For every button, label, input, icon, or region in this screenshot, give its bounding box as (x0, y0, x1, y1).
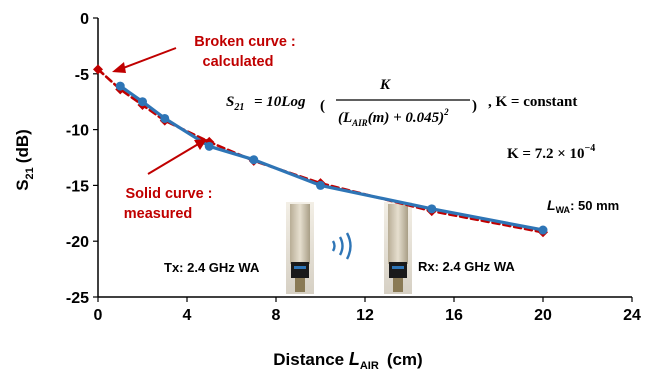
annotation-arrows (112, 47, 207, 175)
svg-text:= 10Log: = 10Log (254, 94, 306, 110)
y-tick-group: 0 -5 -10 -15 -20 -25 (66, 11, 98, 307)
rx-label: Rx: 2.4 GHz WA (418, 259, 515, 274)
x-axis-title: Distance LAIR (cm) (273, 349, 422, 372)
x-tick-label: 24 (623, 307, 641, 324)
y-axis-title: S21(dB) (13, 129, 36, 191)
measured-data-point (204, 141, 214, 151)
broken-curve-label: Broken curve : (194, 34, 296, 50)
svg-text:S21: S21 (226, 94, 244, 113)
broken-curve-arrowhead (112, 62, 126, 73)
measured-data-point (249, 155, 259, 165)
svg-text:, K = constant: , K = constant (488, 94, 577, 110)
y-tick-label: -10 (66, 123, 89, 140)
measured-data-point (115, 81, 125, 91)
tx-antenna-body (290, 204, 310, 264)
solid-curve-arrow (147, 142, 201, 175)
x-tick-label: 20 (534, 307, 552, 324)
y-tick-label: -15 (66, 178, 89, 195)
series-layer (93, 64, 548, 238)
measured-data-point (138, 97, 147, 107)
measured-series-line (118, 84, 545, 232)
svg-text:(LAIR(m) + 0.045)2: (LAIR(m) + 0.045)2 (338, 107, 449, 128)
y-tick-label: -25 (66, 290, 89, 307)
x-tick-label: 0 (94, 307, 103, 324)
x-tick-label: 16 (445, 307, 463, 324)
calculated-label: calculated (203, 54, 274, 70)
y-tick-label: 0 (80, 11, 89, 28)
svg-text:K: K (379, 77, 391, 93)
calculated-data-point (93, 64, 103, 75)
measured-data-point (538, 225, 548, 235)
s21-formula: S21 = 10Log ( K (LAIR(m) + 0.045)2 ) , K… (226, 77, 577, 128)
wireless-wave-icon (331, 232, 352, 260)
rx-antenna-photo (384, 202, 412, 294)
svg-text:): ) (472, 98, 477, 114)
svg-text:(: ( (320, 98, 325, 114)
x-tick-group: 0 4 8 12 16 20 24 (94, 297, 641, 324)
y-tick-label: -20 (66, 234, 89, 251)
x-tick-label: 8 (272, 307, 281, 324)
k-value-label: K = 7.2 × 10−4 (507, 143, 595, 162)
x-tick-label: 12 (356, 307, 374, 324)
tx-label: Tx: 2.4 GHz WA (164, 260, 260, 275)
measured-data-point (160, 113, 170, 123)
measured-label: measured (124, 206, 193, 222)
tx-antenna-photo (286, 202, 314, 294)
broken-curve-arrow (117, 47, 177, 71)
rx-antenna-connector (389, 262, 407, 278)
measured-data-point (316, 180, 325, 190)
x-tick-label: 4 (183, 307, 192, 324)
rx-antenna-body (388, 204, 408, 264)
tx-antenna-connector (291, 262, 309, 278)
measured-data-point (427, 204, 437, 214)
solid-curve-arrowhead (194, 139, 207, 150)
solid-curve-label: Solid curve : (125, 186, 212, 202)
lwa-label: LWA: 50 mm (547, 197, 619, 215)
y-tick-label: -5 (75, 67, 89, 84)
